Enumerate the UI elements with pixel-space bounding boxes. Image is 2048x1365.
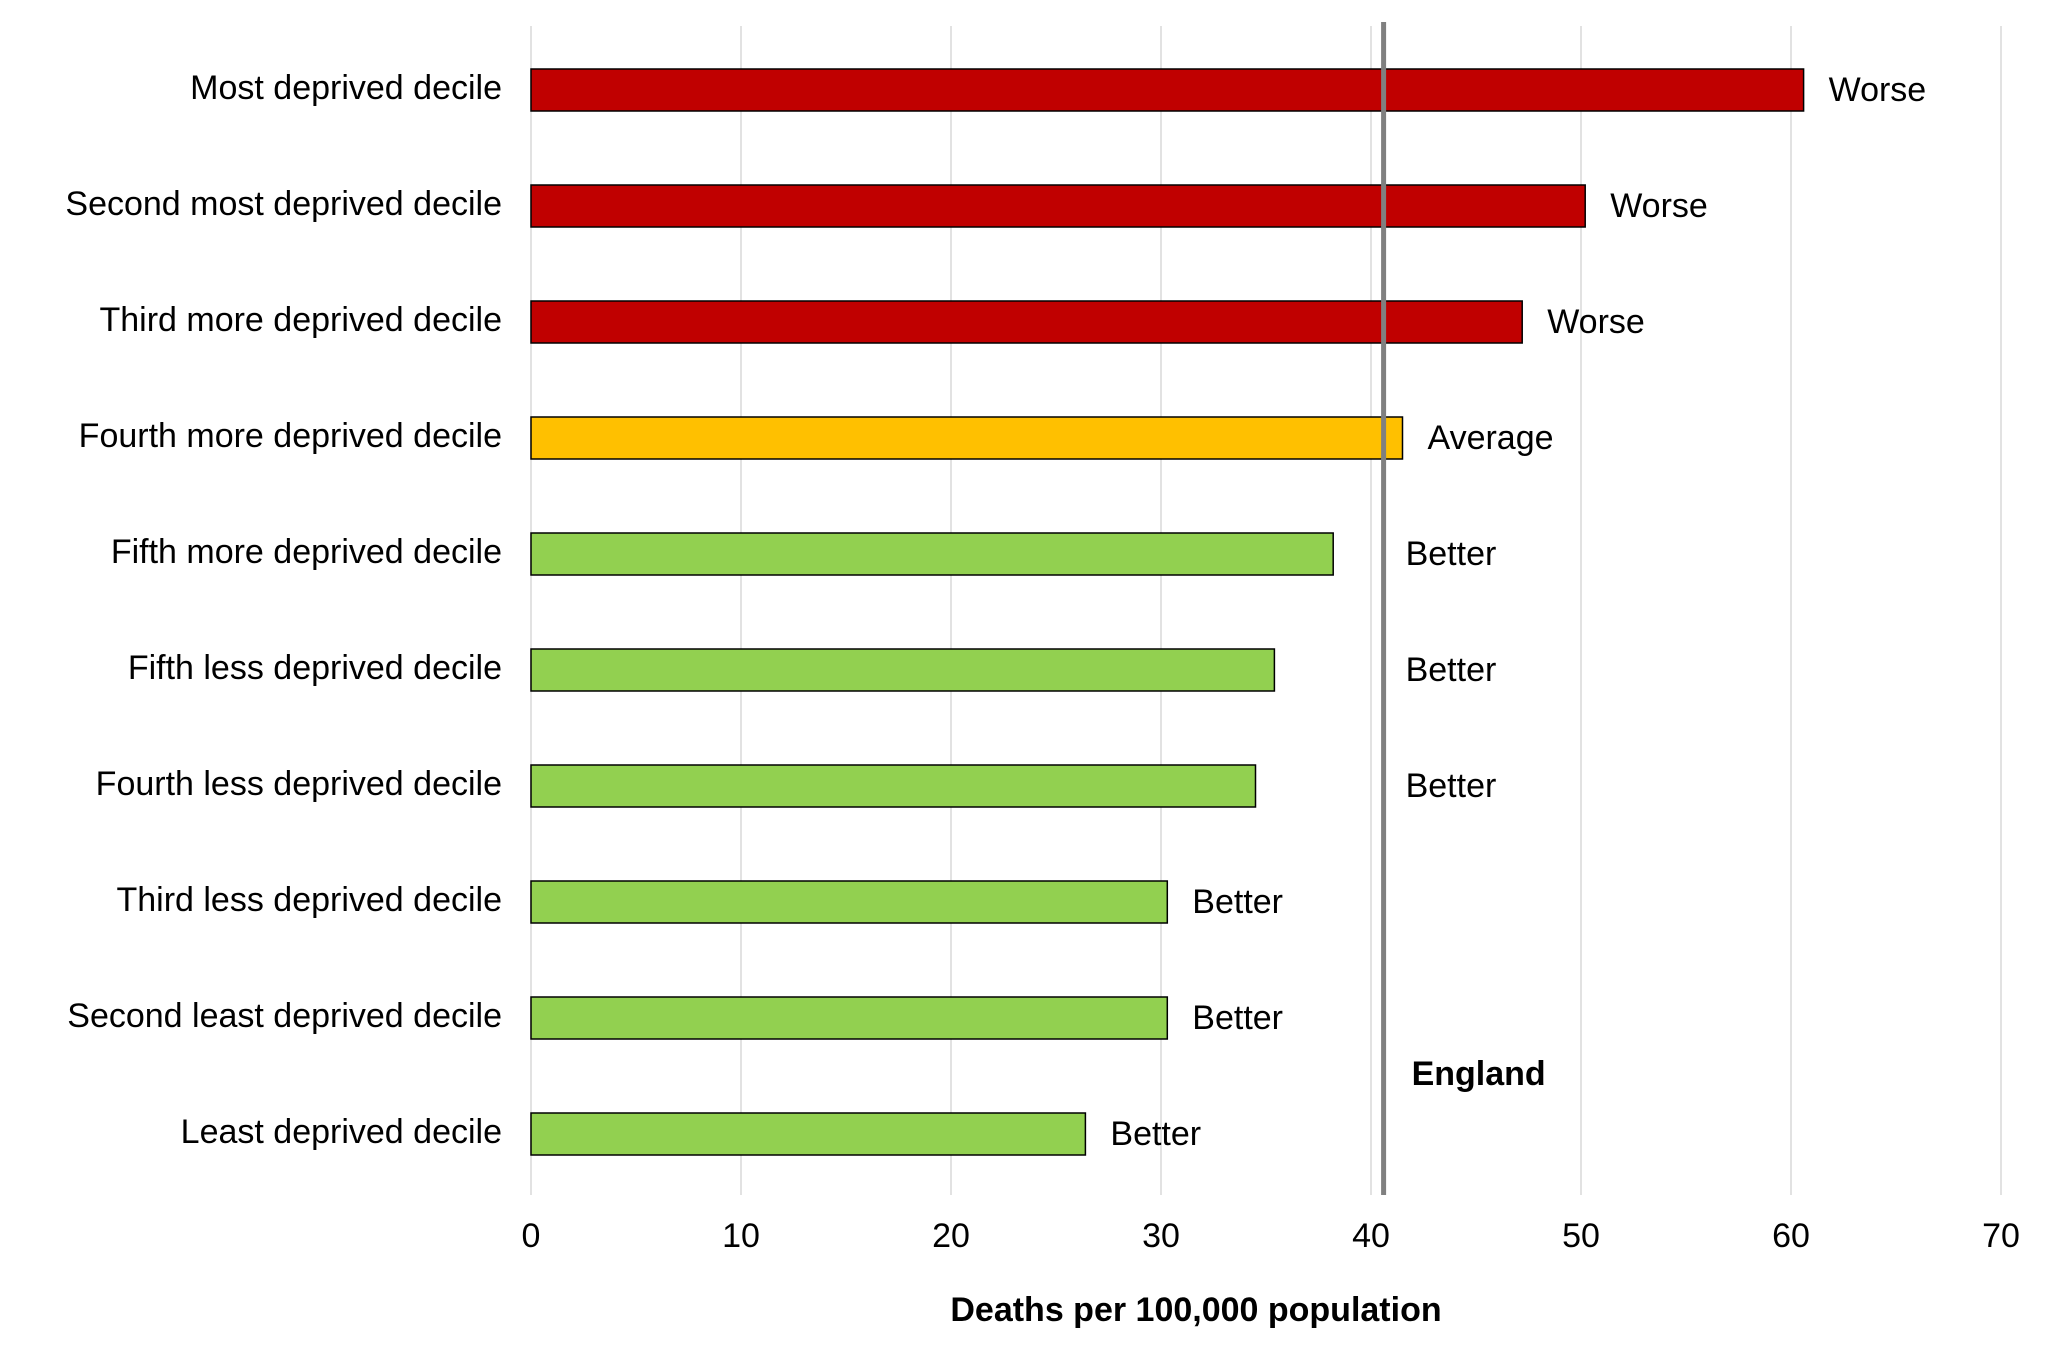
bar [530,532,1334,576]
data-label: Better [1192,883,1283,921]
bar [530,880,1169,924]
bar [530,1112,1087,1156]
data-label: Better [1406,767,1497,805]
bar [530,416,1404,460]
y-tick-label: Third more deprived decile [99,301,502,339]
x-tick-label: 40 [1352,1217,1390,1255]
x-tick-label: 60 [1772,1217,1810,1255]
data-label: Better [1406,535,1497,573]
data-label: Worse [1829,71,1927,109]
y-tick-label: Most deprived decile [190,69,502,107]
y-tick-label: Third less deprived decile [116,881,502,919]
data-label: Average [1428,419,1554,457]
x-tick-label: 30 [1142,1217,1180,1255]
y-tick-label: Second least deprived decile [67,997,502,1035]
bar [530,648,1276,692]
data-label: Better [1110,1115,1201,1153]
y-tick-label: Least deprived decile [181,1113,502,1151]
bar [530,996,1169,1040]
x-tick-label: 70 [1982,1217,2020,1255]
y-tick-label: Fifth more deprived decile [111,533,502,571]
x-tick-label: 50 [1562,1217,1600,1255]
y-tick-label: Fifth less deprived decile [128,649,502,687]
bar [530,300,1523,344]
data-label: Worse [1610,187,1708,225]
reference-label: England [1412,1055,1546,1093]
data-label: Better [1192,999,1283,1037]
x-axis-title: Deaths per 100,000 population [950,1291,1441,1329]
x-tick-label: 0 [522,1217,541,1255]
x-tick-label: 10 [722,1217,760,1255]
bar [530,764,1257,808]
x-tick-label: 20 [932,1217,970,1255]
bar [530,68,1805,112]
bar [530,184,1586,228]
data-label: Better [1406,651,1497,689]
data-label: Worse [1547,303,1645,341]
y-tick-label: Fourth less deprived decile [96,765,502,803]
y-tick-label: Fourth more deprived decile [79,417,502,455]
y-tick-label: Second most deprived decile [65,185,502,223]
